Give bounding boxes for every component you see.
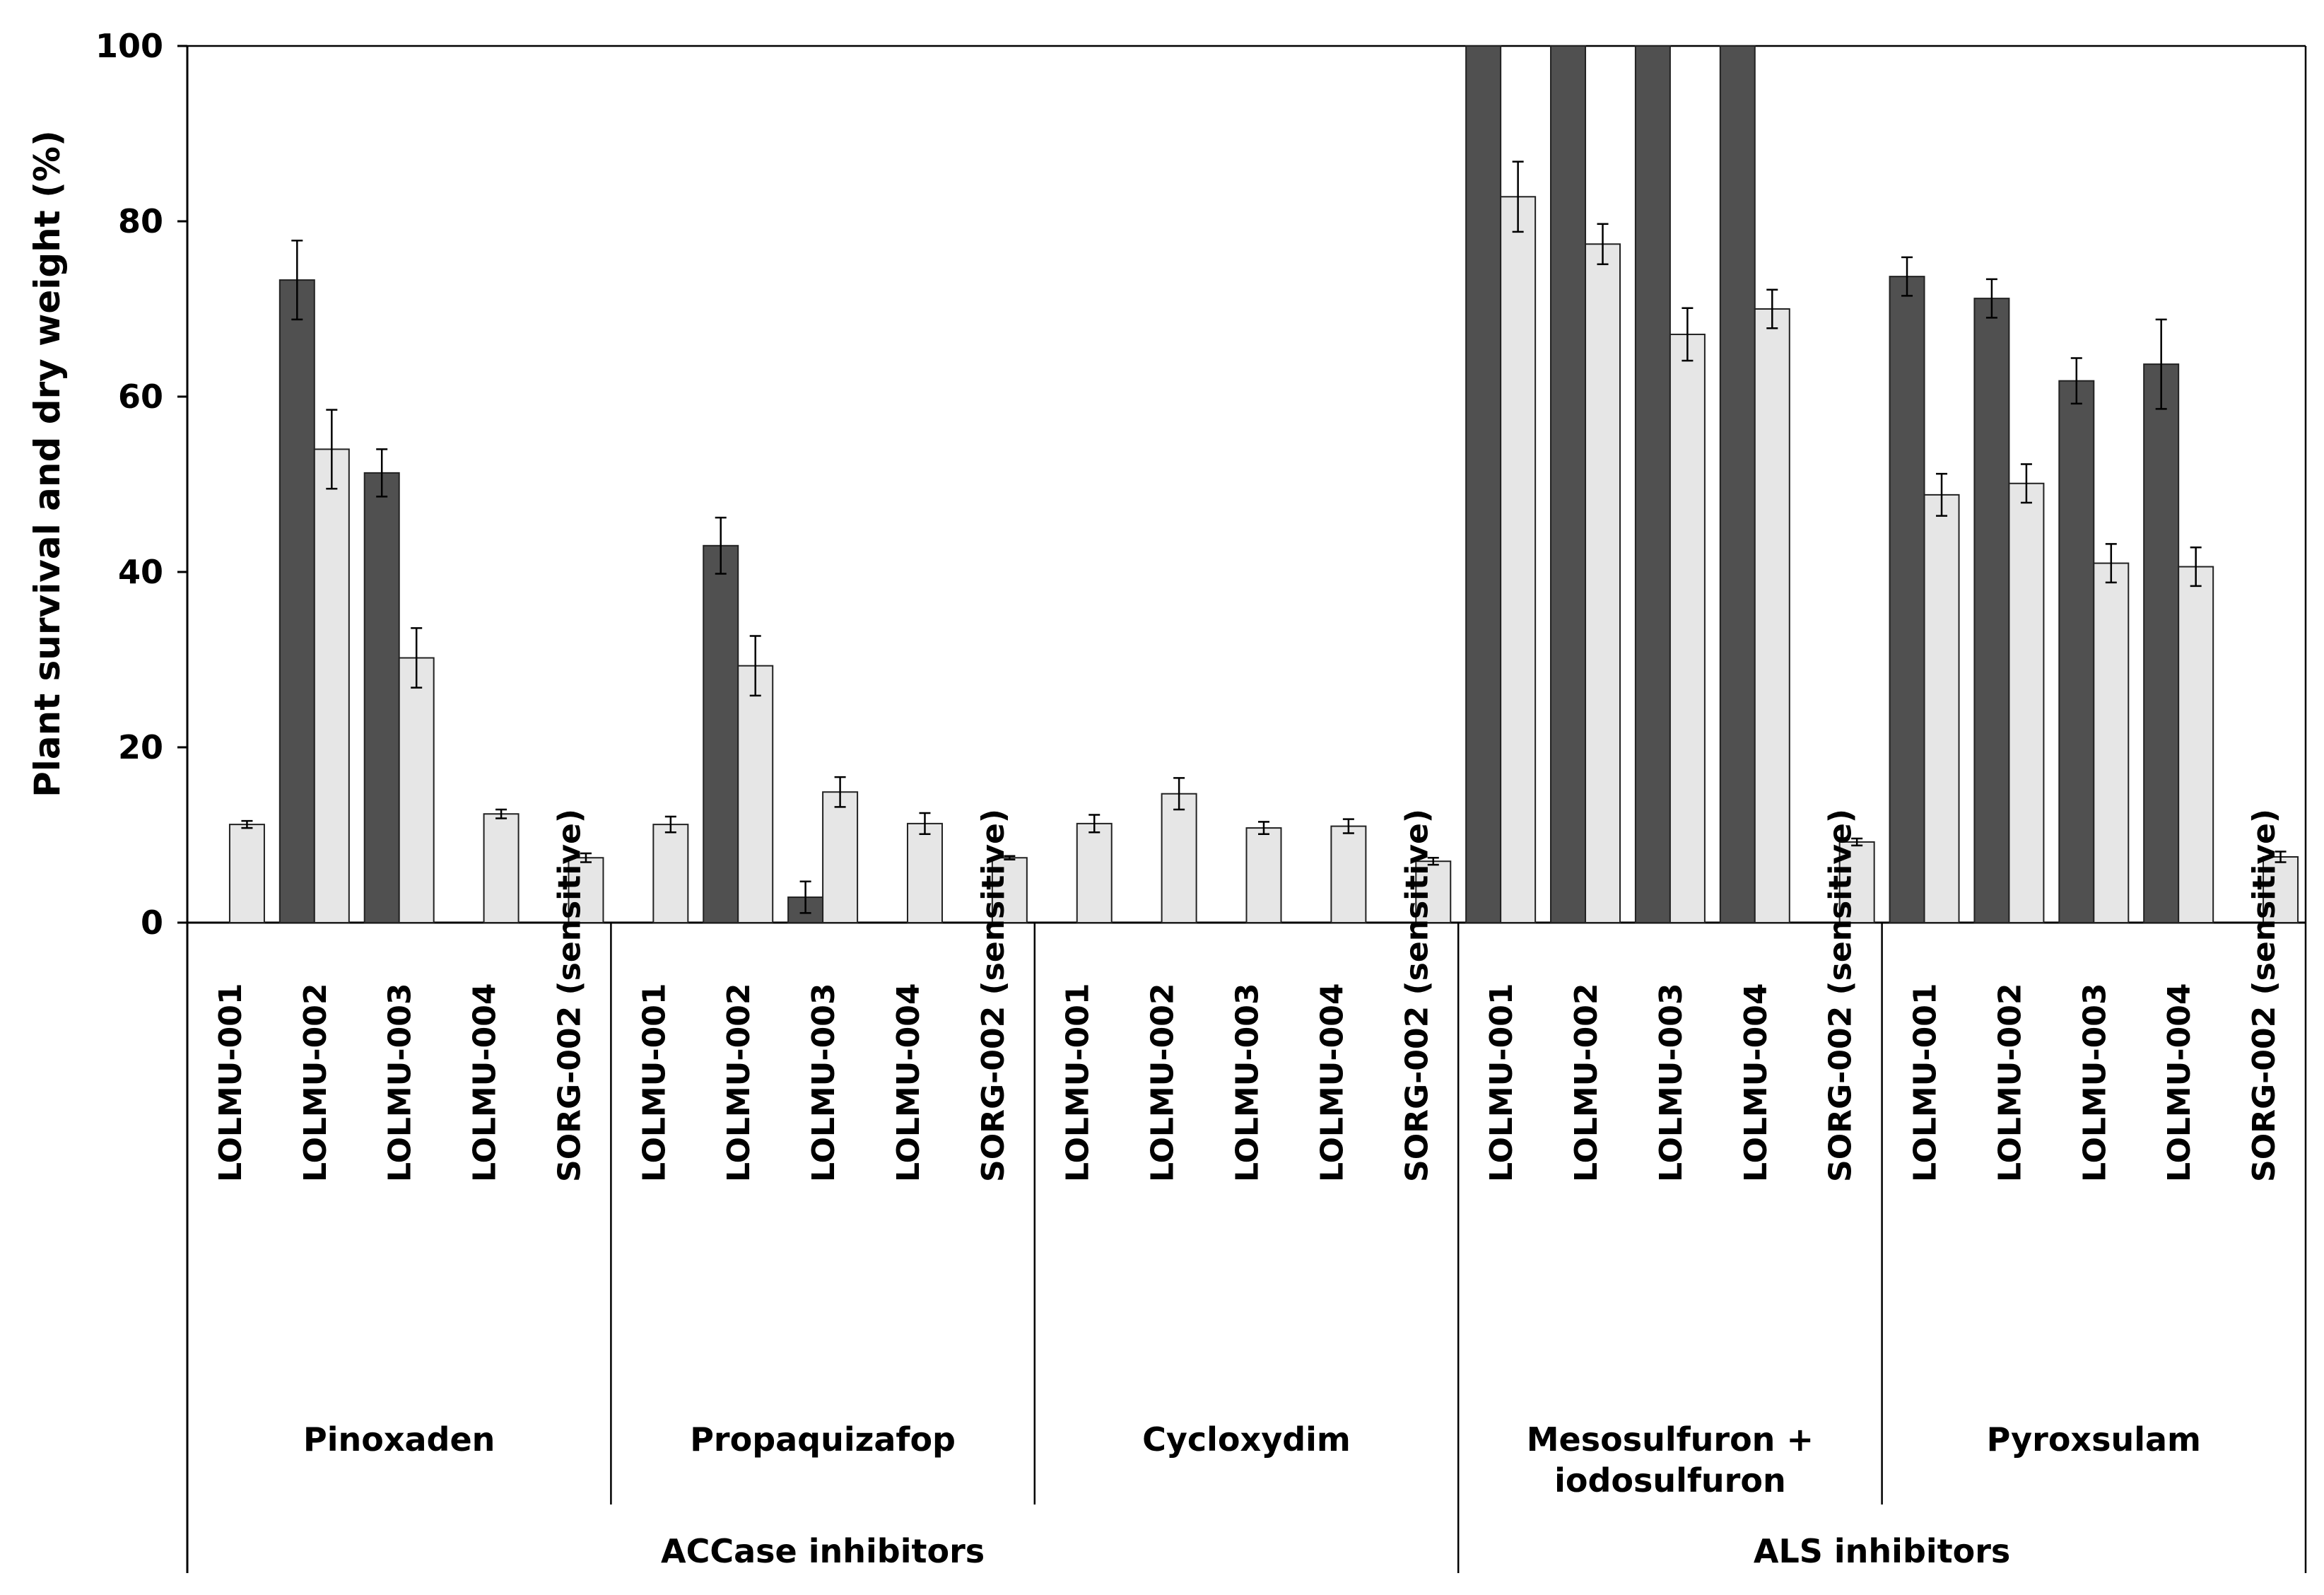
category-label: LOLMU-004 (467, 983, 503, 1182)
category-label: LOLMU-002 (1145, 983, 1181, 1182)
bar-dry-weight (1669, 333, 1706, 923)
bar-dry-weight (1585, 243, 1621, 923)
bar-dry-weight (483, 813, 520, 923)
y-tick-label: 60 (118, 378, 163, 416)
bar-dry-weight (1161, 793, 1197, 923)
bar-survival (363, 472, 400, 923)
category-label: LOLMU-004 (891, 983, 927, 1182)
bar-dry-weight (313, 448, 350, 923)
category-label: LOLMU-003 (806, 983, 842, 1182)
bar-dry-weight (822, 791, 859, 923)
category-label: LOLMU-002 (1568, 983, 1604, 1182)
bar-dry-weight (2178, 566, 2214, 923)
bar-layer (228, 45, 2299, 924)
category-label: LOLMU-002 (721, 983, 757, 1182)
group-label: Pinoxaden (303, 1420, 495, 1459)
bar-survival (278, 279, 315, 923)
bar-dry-weight (1245, 827, 1282, 923)
bar-dry-weight (2008, 482, 2045, 923)
category-label: LOLMU-004 (1314, 983, 1350, 1182)
bar-survival (2058, 380, 2095, 923)
bar-dry-weight (1500, 196, 1537, 923)
category-label: LOLMU-004 (1738, 983, 1774, 1182)
y-tick-label: 20 (118, 728, 163, 766)
category-label: SORG-002 (sensitive) (1399, 809, 1435, 1182)
bar-survival (1634, 45, 1671, 923)
bar-dry-weight (652, 824, 689, 923)
category-label: LOLMU-001 (1484, 983, 1520, 1182)
category-label: LOLMU-002 (298, 983, 334, 1182)
category-label: SORG-002 (sensitive) (551, 809, 587, 1182)
bar-dry-weight (2093, 562, 2130, 923)
category-label: SORG-002 (sensitive) (1823, 809, 1859, 1182)
y-tick-label: 40 (118, 553, 163, 591)
group-label: iodosulfuron (1554, 1461, 1786, 1500)
bar-dry-weight (568, 857, 604, 923)
y-axis-label: Plant survival and dry weight (%) (27, 130, 68, 797)
label-layer: 0 20 40 60 80 100 LOLMU-001 LOLMU-002 LOLMU-003 L… (95, 27, 2282, 1570)
category-label: LOLMU-002 (1992, 983, 2028, 1182)
group-label: Mesosulfuron + (1527, 1420, 1814, 1459)
group-label: Cycloxydim (1142, 1420, 1351, 1459)
category-label: LOLMU-003 (1230, 983, 1266, 1182)
group-label: Propaquizafop (690, 1420, 956, 1459)
class-label: ALS inhibitors (1754, 1532, 2010, 1570)
y-tick-label: 0 (141, 904, 163, 942)
category-label: LOLMU-003 (1653, 983, 1689, 1182)
bar-dry-weight (906, 822, 943, 923)
bar-dry-weight (2263, 856, 2299, 923)
group-label: Pyroxsulam (1987, 1420, 2201, 1459)
bar-survival (1889, 276, 1925, 923)
bar-dry-weight (1754, 308, 1790, 923)
bar-survival (2143, 363, 2180, 923)
bar-dry-weight (991, 857, 1028, 923)
bar-dry-weight (398, 657, 435, 924)
category-label: LOLMU-001 (213, 983, 249, 1182)
y-tick-label: 80 (118, 202, 163, 240)
bar-survival (1550, 45, 1587, 923)
bar-dry-weight (1415, 860, 1452, 923)
category-label: SORG-002 (sensitive) (2246, 809, 2282, 1182)
bar-survival (1973, 298, 2010, 923)
bar-dry-weight (1330, 825, 1367, 923)
y-tick-label: 100 (95, 27, 163, 65)
bar-dry-weight (1838, 841, 1875, 924)
bar-survival (703, 544, 739, 923)
category-label: LOLMU-001 (1908, 983, 1944, 1182)
bar-dry-weight (228, 824, 265, 923)
category-label: LOLMU-001 (1060, 983, 1096, 1182)
bar-survival (1719, 45, 1756, 923)
bar-dry-weight (1076, 822, 1113, 923)
category-label: SORG-002 (sensitive) (975, 809, 1011, 1182)
bar-dry-weight (737, 665, 774, 923)
class-label: ACCase inhibitors (661, 1532, 985, 1570)
category-label: LOLMU-004 (2161, 983, 2197, 1182)
category-label: LOLMU-001 (636, 983, 672, 1182)
category-label: LOLMU-003 (382, 983, 418, 1182)
bar-dry-weight (1923, 493, 1960, 923)
bar-survival (1465, 45, 1502, 923)
category-label: LOLMU-003 (2077, 983, 2113, 1182)
